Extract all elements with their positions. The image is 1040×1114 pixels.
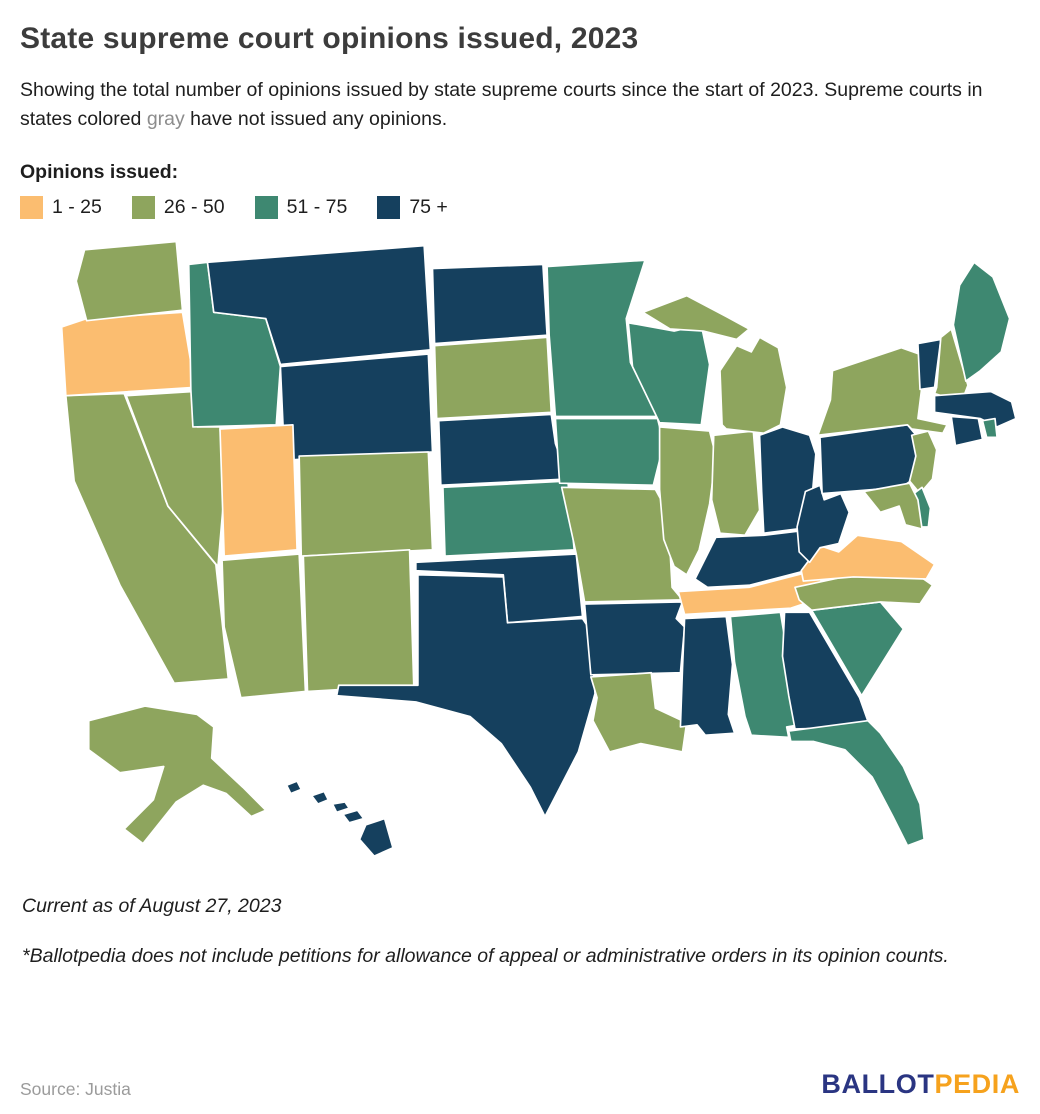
current-as-of-note: Current as of August 27, 2023 (22, 894, 282, 917)
state-wa (75, 240, 184, 321)
state-me (952, 261, 1011, 382)
us-map-svg (60, 240, 1017, 857)
subtitle-text-1: Showing the total number of opinions iss… (20, 79, 983, 131)
footer-bar: Source: Justia BALLOTPEDIA (20, 1069, 1020, 1100)
legend-swatch-26-50 (131, 195, 155, 219)
state-co (298, 450, 434, 557)
state-az (221, 552, 307, 699)
logo-text-ballot: BALLOT (821, 1069, 935, 1099)
state-nd (431, 263, 548, 344)
state-tx (335, 573, 596, 817)
subtitle: Showing the total number of opinions iss… (20, 76, 1020, 135)
state-vt (917, 338, 942, 390)
ballotpedia-logo: BALLOTPEDIA (821, 1069, 1020, 1100)
page-title: State supreme court opinions issued, 202… (20, 22, 639, 55)
subtitle-text-2: have not issued any opinions. (184, 108, 448, 131)
state-in (710, 429, 761, 536)
state-sd (433, 336, 553, 419)
state-ak (87, 704, 267, 844)
state-ut (219, 423, 298, 557)
legend-swatch-51-75 (254, 195, 278, 219)
state-hi-kauai (285, 779, 303, 794)
state-hi-oahu (310, 790, 330, 805)
state-mi (719, 336, 788, 434)
logo-text-pedia: PEDIA (934, 1069, 1020, 1099)
state-fl (787, 719, 926, 847)
state-ri (981, 417, 998, 438)
state-ar (583, 600, 686, 676)
state-ia (554, 417, 665, 486)
legend-label-1-25: 1 - 25 (52, 195, 102, 218)
state-hi-maui (342, 808, 365, 824)
legend-item-75-plus: 75 + (377, 195, 448, 219)
state-mt (206, 244, 432, 365)
state-ms (679, 615, 736, 736)
state-wv (796, 483, 851, 563)
us-choropleth-map (20, 231, 1020, 877)
disclaimer-note: *Ballotpedia does not include petitions … (22, 944, 949, 967)
state-nm (302, 548, 415, 692)
legend-items: 1 - 25 26 - 50 51 - 75 75 + (20, 195, 1020, 219)
legend-label-75-plus: 75 + (409, 195, 448, 218)
state-hi-molokai (331, 800, 350, 813)
state-or (60, 311, 196, 396)
legend-item-26-50: 26 - 50 (131, 195, 225, 219)
state-md (862, 481, 923, 530)
state-hi-big-island (358, 817, 394, 857)
legend-item-51-75: 51 - 75 (254, 195, 348, 219)
legend: Opinions issued: 1 - 25 26 - 50 51 - 75 … (20, 161, 1020, 219)
legend-title: Opinions issued: (20, 160, 179, 183)
legend-swatch-1-25 (20, 195, 43, 219)
state-nj (908, 429, 938, 494)
state-ne (437, 413, 569, 486)
state-ks (442, 479, 576, 557)
subtitle-gray-word: gray (146, 108, 185, 131)
legend-label-51-75: 51 - 75 (286, 195, 348, 218)
source-credit: Source: Justia (20, 1079, 131, 1099)
state-wy (279, 352, 434, 461)
state-mo (560, 486, 684, 603)
state-mi-upper (642, 294, 751, 340)
state-pa (819, 423, 919, 494)
legend-label-26-50: 26 - 50 (163, 195, 225, 218)
legend-swatch-75-plus (377, 195, 401, 219)
state-ct (950, 415, 984, 446)
state-va (800, 533, 936, 582)
state-la (590, 671, 688, 753)
legend-item-1-25: 1 - 25 (20, 195, 102, 219)
